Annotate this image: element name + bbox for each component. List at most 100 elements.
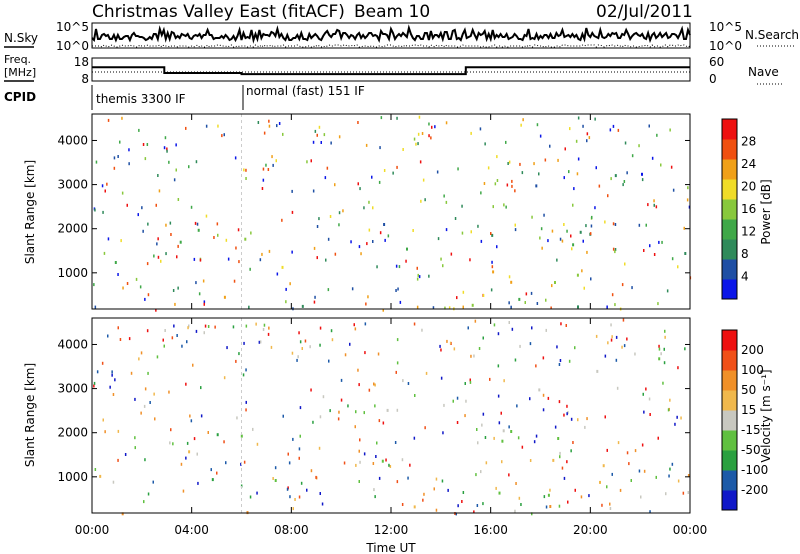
heatmap-noise-cell	[207, 325, 210, 328]
heatmap-noise-cell	[175, 143, 177, 147]
heatmap-noise-cell	[560, 322, 562, 326]
heatmap-noise-cell	[496, 245, 498, 249]
heatmap-noise-cell	[137, 213, 139, 217]
heatmap-noise-cell	[128, 148, 130, 152]
heatmap-noise-cell	[274, 466, 277, 470]
heatmap-noise-cell	[176, 255, 178, 259]
heatmap-noise-cell	[624, 141, 627, 145]
heatmap-noise-cell	[454, 217, 457, 220]
heatmap-noise-cell	[581, 269, 583, 273]
heatmap-noise-cell	[177, 198, 180, 201]
heatmap-noise-cell	[529, 342, 532, 346]
heatmap-noise-cell	[111, 370, 113, 374]
heatmap-noise-cell	[677, 265, 679, 269]
colorbar-tick-label: 20	[741, 180, 756, 194]
heatmap-noise-cell	[268, 326, 270, 330]
heatmap-noise-cell	[173, 178, 176, 182]
heatmap-noise-cell	[590, 277, 592, 281]
power-panel: 1000 2000 3000 4000 Slant Range [km]	[23, 113, 692, 312]
heatmap-noise-cell	[583, 286, 585, 290]
colorbar-tick-label: 24	[741, 157, 756, 171]
heatmap-noise-cell	[645, 387, 647, 391]
heatmap-noise-cell	[379, 146, 381, 150]
heatmap-noise-cell	[135, 277, 138, 281]
heatmap-noise-cell	[413, 436, 416, 440]
heatmap-noise-cell	[357, 121, 359, 124]
heatmap-noise-cell	[514, 509, 516, 513]
heatmap-noise-cell	[395, 264, 398, 268]
heatmap-noise-cell	[660, 163, 662, 167]
heatmap-noise-cell	[435, 508, 438, 512]
heatmap-noise-cell	[657, 436, 659, 440]
heatmap-noise-cell	[514, 228, 517, 232]
heatmap-cell	[501, 439, 504, 443]
freq-series-line	[92, 66, 690, 76]
heatmap-noise-cell	[281, 218, 283, 222]
heatmap-noise-cell	[580, 495, 583, 499]
heatmap-noise-cell	[312, 189, 315, 193]
heatmap-noise-cell	[462, 290, 465, 294]
heatmap-noise-cell	[232, 325, 235, 329]
heatmap-noise-cell	[617, 128, 620, 132]
heatmap-noise-cell	[444, 306, 446, 310]
heatmap-noise-cell	[94, 208, 96, 212]
heatmap-noise-cell	[217, 233, 219, 237]
heatmap-noise-cell	[195, 160, 198, 164]
cpid-mode-2: normal (fast) 151 IF	[246, 84, 365, 98]
heatmap-noise-cell	[315, 475, 317, 479]
heatmap-noise-cell	[610, 177, 612, 181]
heatmap-noise-cell	[535, 434, 538, 438]
heatmap-noise-cell	[558, 504, 561, 508]
heatmap-noise-cell	[531, 512, 533, 516]
heatmap-noise-cell	[677, 366, 679, 370]
heatmap-noise-cell	[575, 139, 578, 143]
heatmap-cell	[554, 281, 556, 284]
heatmap-noise-cell	[360, 252, 362, 256]
heatmap-noise-cell	[416, 266, 418, 270]
heatmap-noise-cell	[558, 400, 561, 404]
heatmap-noise-cell	[481, 423, 483, 427]
heatmap-noise-cell	[377, 352, 380, 356]
heatmap-noise-cell	[202, 279, 205, 283]
x-tick-label: 12:00	[374, 523, 409, 537]
heatmap-noise-cell	[182, 489, 185, 493]
heatmap-noise-cell	[401, 503, 404, 506]
nsky-panel: 10^5 10^0 10^5 10^0 N.Sky N.Search	[4, 20, 799, 53]
heatmap-noise-cell	[421, 328, 423, 332]
heatmap-noise-cell	[487, 166, 490, 170]
heatmap-cell	[383, 223, 386, 226]
heatmap-noise-cell	[449, 341, 452, 345]
colorbar-swatch	[722, 139, 737, 160]
heatmap-noise-cell	[389, 465, 392, 468]
heatmap-noise-cell	[398, 265, 401, 269]
heatmap-noise-cell	[261, 187, 264, 190]
heatmap-noise-cell	[589, 232, 592, 236]
colorbar-tick-label: -50	[741, 443, 761, 457]
heatmap-noise-cell	[601, 503, 603, 507]
heatmap-noise-cell	[147, 371, 149, 375]
heatmap-noise-cell	[448, 306, 451, 310]
heatmap-noise-cell	[291, 250, 293, 254]
heatmap-noise-cell	[226, 346, 228, 350]
heatmap-noise-cell	[432, 306, 435, 310]
y-tick-label: 1000	[57, 470, 88, 484]
heatmap-noise-cell	[434, 125, 436, 129]
heatmap-noise-cell	[310, 469, 313, 473]
heatmap-noise-cell	[351, 287, 354, 291]
heatmap-noise-cell	[95, 160, 98, 164]
colorbar-tick-label: 15	[741, 403, 756, 417]
heatmap-noise-cell	[609, 507, 612, 510]
heatmap-noise-cell	[648, 124, 650, 128]
heatmap-noise-cell	[113, 166, 116, 170]
heatmap-noise-cell	[594, 206, 596, 210]
heatmap-noise-cell	[289, 282, 291, 286]
heatmap-noise-cell	[109, 385, 111, 389]
heatmap-noise-cell	[612, 222, 615, 226]
heatmap-noise-cell	[591, 215, 593, 219]
colorbar-swatch	[722, 370, 737, 391]
heatmap-noise-cell	[586, 417, 588, 421]
heatmap-noise-cell	[338, 211, 341, 215]
heatmap-noise-cell	[141, 206, 143, 210]
colorbar-swatch	[722, 239, 737, 260]
heatmap-noise-cell	[271, 155, 273, 159]
